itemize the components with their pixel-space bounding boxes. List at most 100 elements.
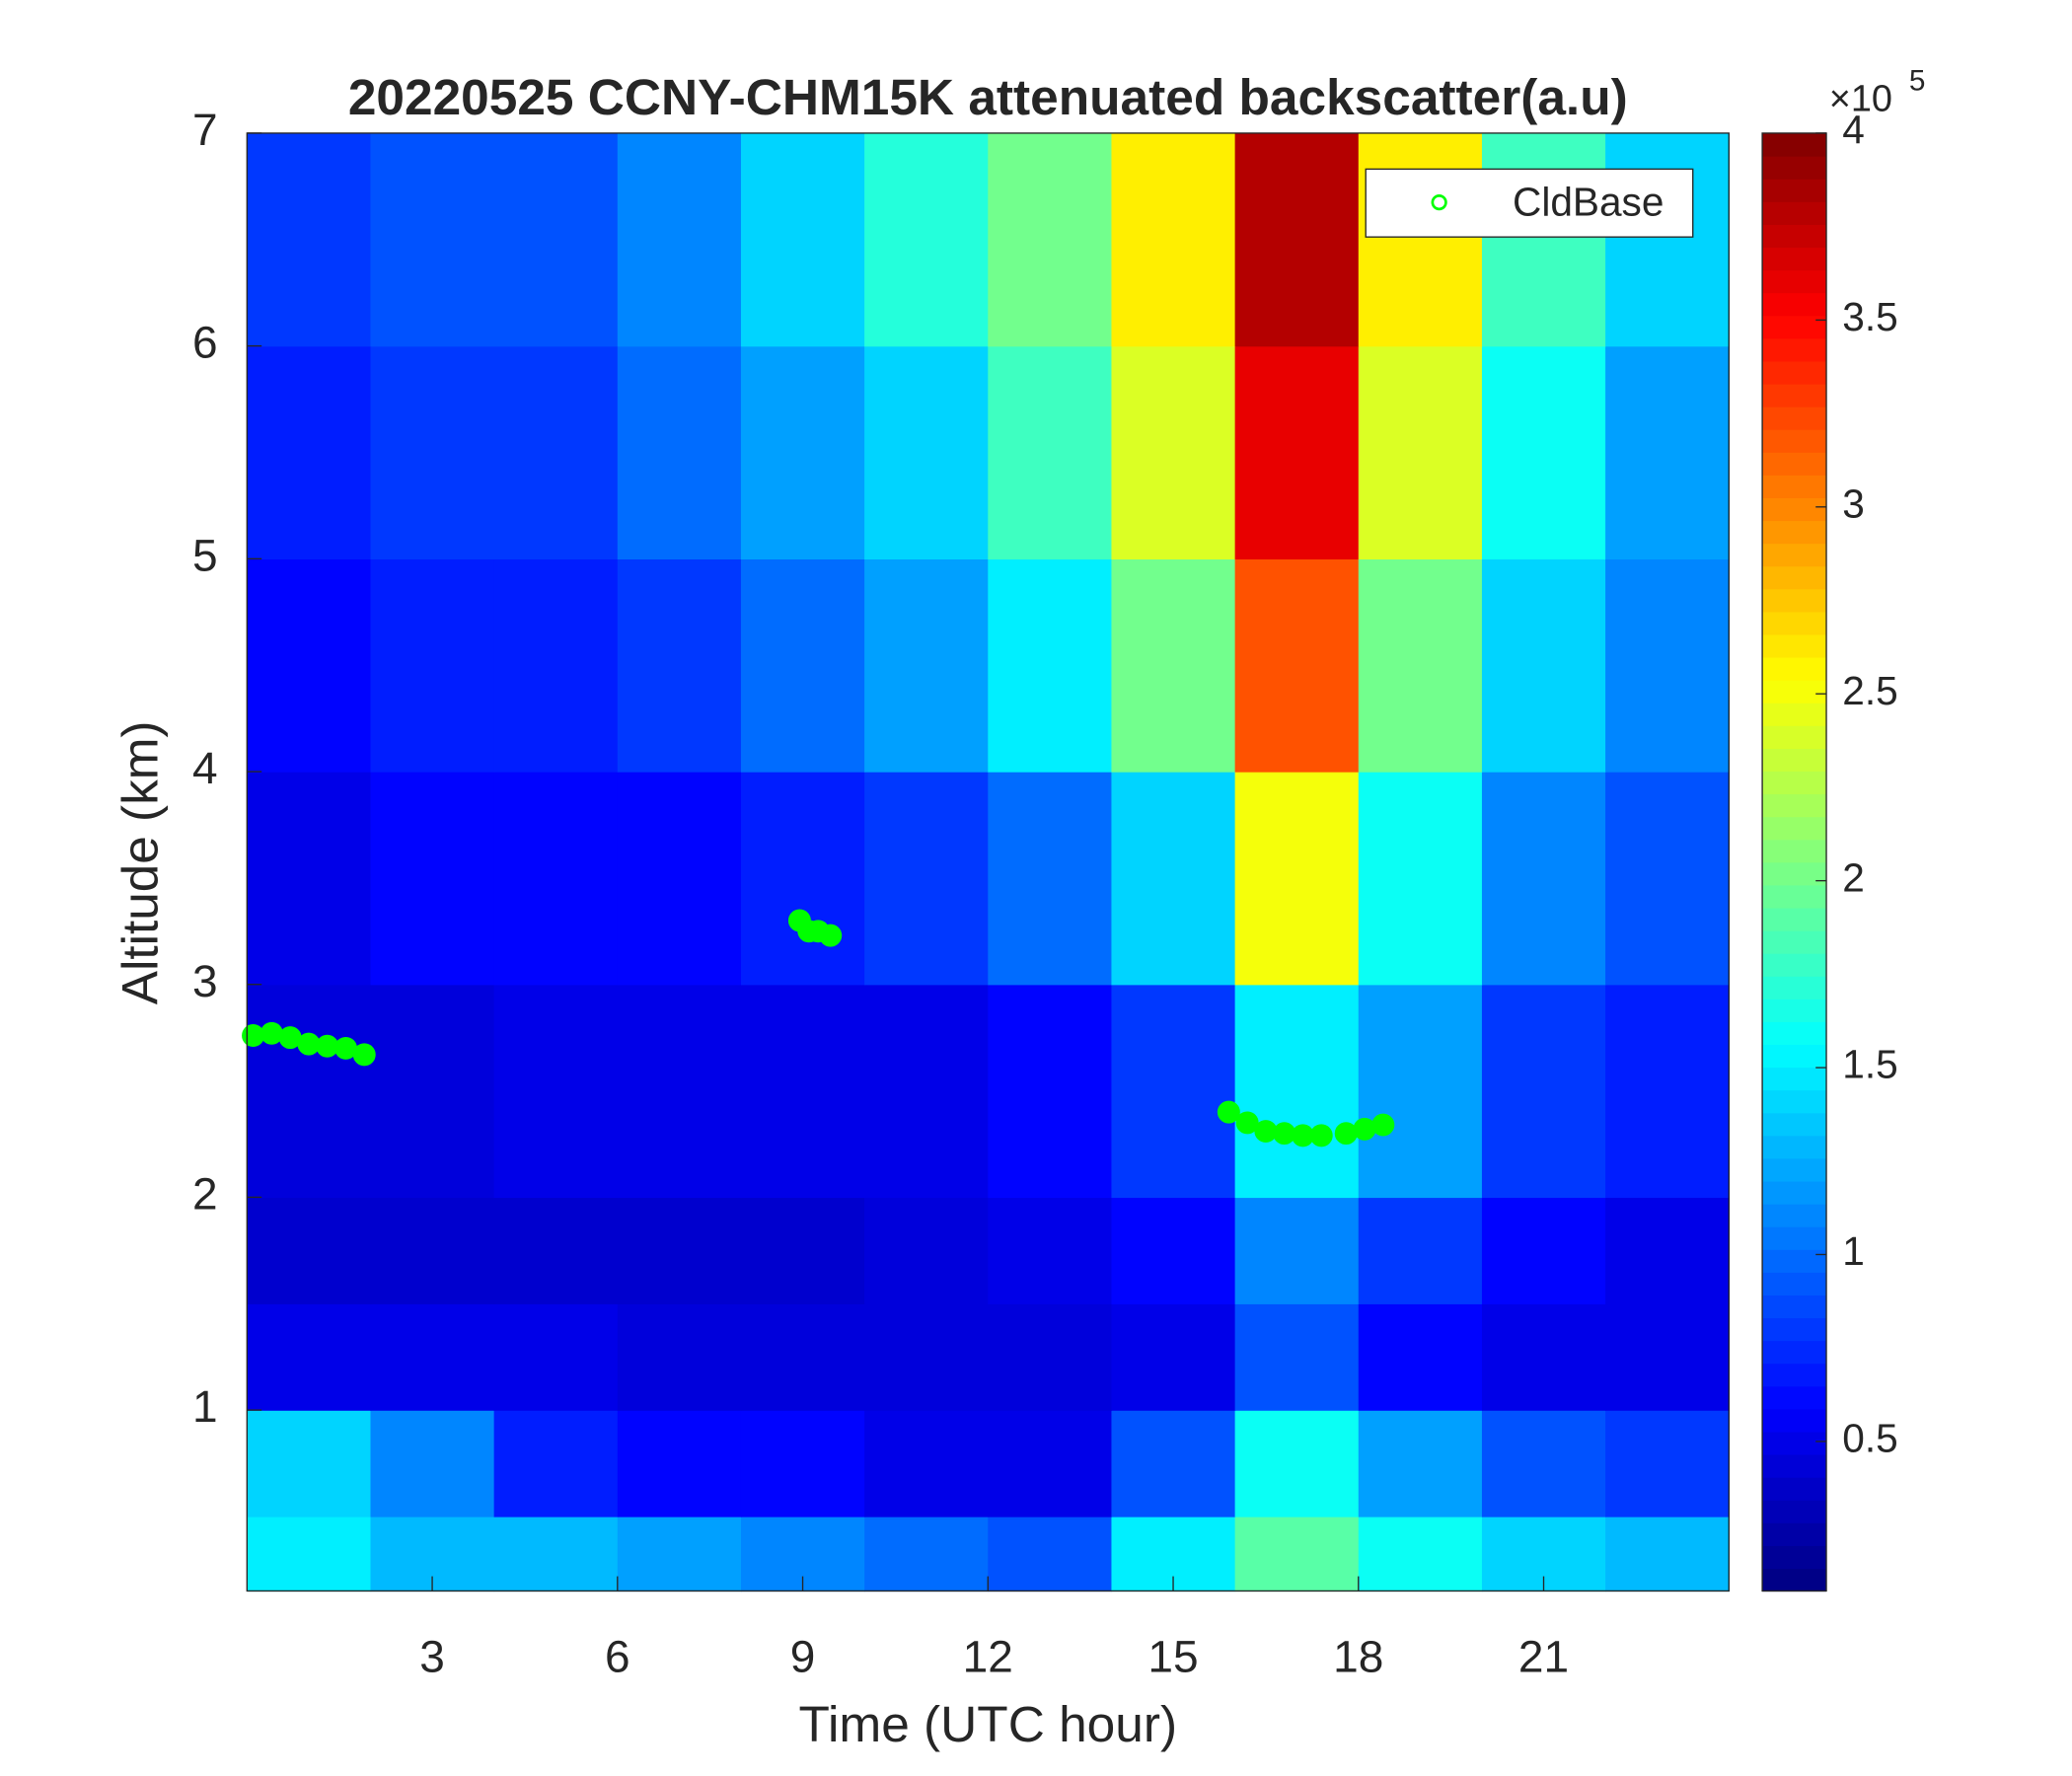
heatmap-cell [617,558,742,773]
heatmap-cell [988,984,1113,1199]
heatmap-cell [1234,558,1360,773]
legend-label: CldBase [1513,180,1664,225]
colorbar-swatch [1762,520,1827,545]
colorbar-swatch [1762,292,1827,317]
colorbar-swatch [1762,816,1827,841]
heatmap-cell [1358,345,1483,559]
heatmap-cell [988,1410,1113,1517]
colorbar-swatch [1762,1089,1827,1114]
y-tick-label: 5 [192,530,218,581]
heatmap-cell [1111,132,1236,347]
y-tick-label: 1 [192,1380,218,1432]
colorbar-swatch [1762,1203,1827,1227]
cloud-base-point [1235,1111,1259,1135]
heatmap-cell [1111,772,1236,986]
colorbar-swatch [1762,1295,1827,1319]
heatmap-cell [1481,1303,1606,1411]
colorbar-swatch [1762,771,1827,795]
heatmap-cell [493,345,619,559]
cloud-base-point [1353,1117,1376,1141]
x-tick-label: 3 [419,1631,445,1682]
heatmap-cell [247,1516,372,1592]
heatmap-cell [1234,1410,1360,1517]
colorbar-swatch [1762,1021,1827,1046]
heatmap-cell [1358,558,1483,773]
colorbar-swatch [1762,224,1827,249]
heatmap-cell [740,345,865,559]
heatmap-cell [247,132,372,347]
y-tick-label: 3 [192,955,218,1006]
cloud-base-point [819,924,843,947]
heatmap-cell [988,1516,1113,1592]
y-axis-label: Altitude (km) [112,721,169,1005]
colorbar-swatch [1762,565,1827,590]
colorbar-swatch [1762,315,1827,339]
heatmap-cell [864,1410,989,1517]
heatmap-cell [740,132,865,347]
heatmap-cell [1358,1516,1483,1592]
colorbar-swatch [1762,429,1827,453]
overlay: 3 6 9 12 15 18 211234567CldBase0.511.522.533.5… [192,65,1926,1682]
heatmap-cell [1481,1197,1606,1304]
heatmap-cell [988,345,1113,559]
colorbar-swatch [1762,884,1827,909]
colorbar-swatch [1762,497,1827,522]
heatmap-cell [988,772,1113,986]
colorbar-swatch [1762,633,1827,658]
heatmap-cell [247,1410,372,1517]
heatmap-cell [370,1303,495,1411]
colorbar-swatch [1762,452,1827,476]
heatmap-cell [740,772,865,986]
heatmap-cell [1111,984,1236,1199]
heatmap-cell [493,772,619,986]
heatmap-cell [493,1516,619,1592]
heatmap-cell [864,1516,989,1592]
x-tick-label: 9 [790,1631,816,1682]
colorbar-tick-label: 2.5 [1842,668,1897,713]
colorbar-swatch [1762,383,1827,407]
heatmap-cell [247,345,372,559]
colorbar-swatch [1762,1044,1827,1069]
heatmap-cell [617,1410,742,1517]
heatmap-cell [1481,558,1606,773]
colorbar-swatch [1762,1431,1827,1455]
colorbar-swatch [1762,1157,1827,1182]
colorbar-swatch [1762,1363,1827,1387]
heatmap-cell [493,1303,619,1411]
colorbar-tick-label: 1.5 [1842,1042,1897,1087]
chart-title: 20220525 CCNY-CHM15K attenuated backscat… [348,69,1628,125]
heatmap-cell [247,1197,372,1304]
heatmap-cell [370,1197,495,1304]
x-tick-label: 18 [1333,1631,1383,1682]
heatmap-cell [1234,1303,1360,1411]
heatmap-cell [1605,1516,1730,1592]
colorbar-swatch [1762,929,1827,954]
heatmap-cell [1605,345,1730,559]
heatmap-cell [740,1410,865,1517]
heatmap-cell [988,558,1113,773]
heatmap-cell [370,558,495,773]
cloud-base-point [1371,1113,1395,1137]
heatmap-cell [370,345,495,559]
heatmap-cell [493,984,619,1199]
colorbar-swatch [1762,156,1827,180]
heatmap-cell [1605,558,1730,773]
heatmap-cell [1358,1197,1483,1304]
heatmap-cell [370,772,495,986]
heatmap-cell [370,984,495,1199]
colorbar-swatch [1762,861,1827,886]
colorbar-swatch [1762,201,1827,225]
colorbar-exponent: 5 [1909,65,1926,98]
colorbar-multiplier: ×10 [1829,79,1892,120]
heatmap-cell [247,558,372,773]
cloud-base-point [1309,1124,1333,1147]
heatmap [247,132,1730,1592]
cloud-base-point [259,1021,283,1045]
y-tick-label: 6 [192,317,218,368]
heatmap-cell [493,132,619,347]
colorbar-swatch [1762,1226,1827,1250]
heatmap-cell [988,132,1113,347]
colorbar-swatch [1762,1272,1827,1295]
heatmap-cell [740,984,865,1199]
colorbar-swatch [1762,953,1827,977]
